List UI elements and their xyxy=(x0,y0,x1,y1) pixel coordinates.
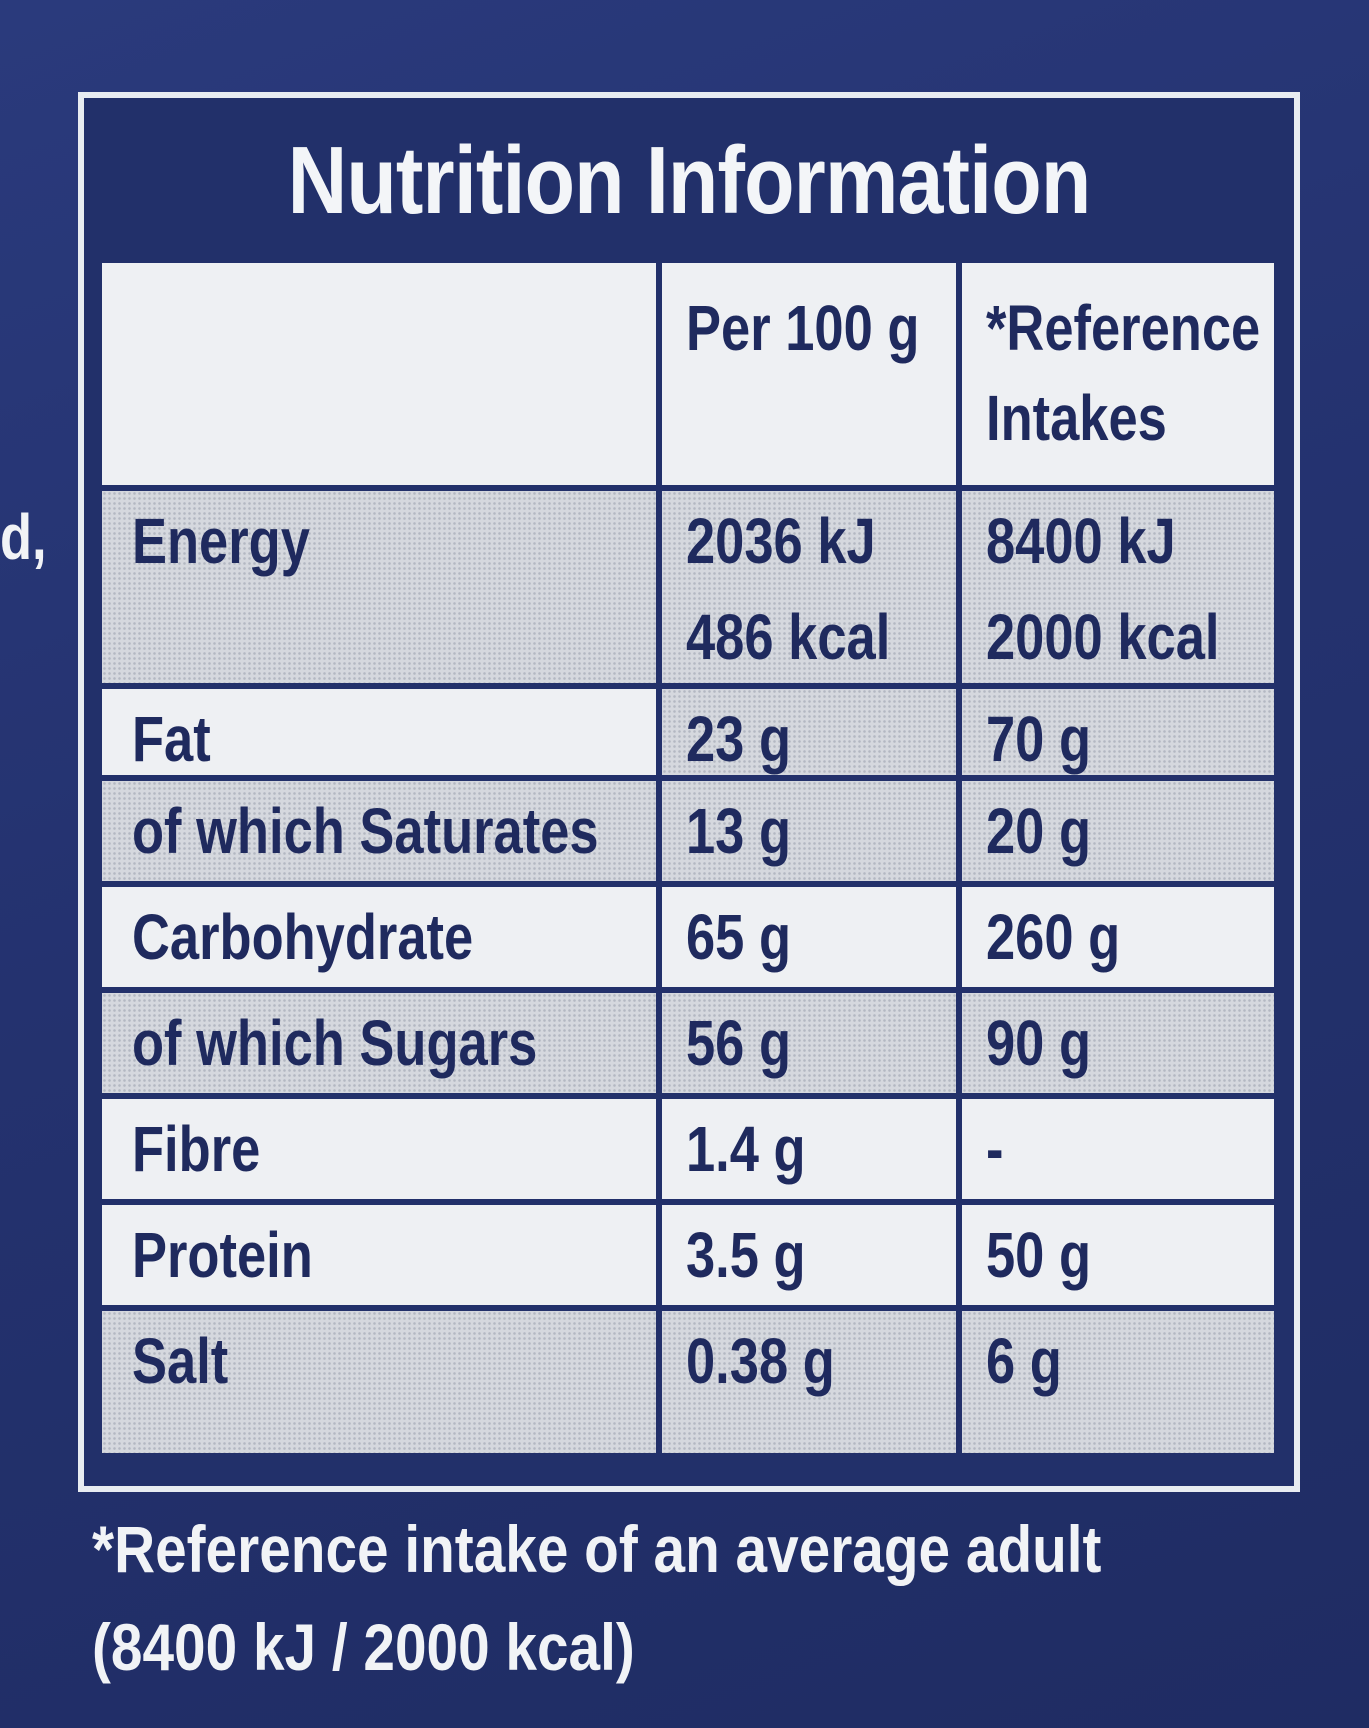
fibre-per100: 1.4 g xyxy=(662,1099,962,1205)
carbohydrate-per100: 65 g xyxy=(662,887,962,993)
sugars-per100: 56 g xyxy=(662,993,962,1099)
salt-per100: 0.38 g xyxy=(662,1311,962,1453)
reference-footnote: *Reference intake of an average adult (8… xyxy=(92,1500,1322,1696)
saturates-per100: 13 g xyxy=(662,781,962,887)
panel-title: Nutrition Information xyxy=(287,127,1092,234)
saturates-reference: 20 g xyxy=(962,781,1274,887)
carbohydrate-reference: 260 g xyxy=(962,887,1274,993)
fibre-reference: - xyxy=(962,1099,1274,1205)
protein-per100: 3.5 g xyxy=(662,1205,962,1311)
row-label-protein: Protein xyxy=(102,1205,662,1311)
energy-per100: 2036 kJ 486 kcal xyxy=(662,491,962,689)
energy-ref-kj: 8400 kJ xyxy=(986,505,1176,577)
row-label-fat: Fat xyxy=(102,689,662,781)
row-label-salt: Salt xyxy=(102,1311,662,1453)
header-per-100g: Per 100 g xyxy=(662,263,962,491)
footnote-line-1: *Reference intake of an average adult xyxy=(92,1512,1102,1586)
header-reference-intakes: *Reference Intakes xyxy=(962,263,1274,491)
row-label-sugars: of which Sugars xyxy=(102,993,662,1099)
energy-per100-kj: 2036 kJ xyxy=(686,505,876,577)
sugars-reference: 90 g xyxy=(962,993,1274,1099)
salt-reference: 6 g xyxy=(962,1311,1274,1453)
adjacent-text-fragment: d, xyxy=(0,501,47,573)
footnote-line-2: (8400 kJ / 2000 kcal) xyxy=(92,1610,635,1684)
energy-per100-kcal: 486 kcal xyxy=(686,601,891,673)
energy-reference: 8400 kJ 2000 kcal xyxy=(962,491,1274,689)
row-label-fibre: Fibre xyxy=(102,1099,662,1205)
row-label-saturates: of which Saturates xyxy=(102,781,662,887)
row-label-carbohydrate: Carbohydrate xyxy=(102,887,662,993)
header-empty-cell xyxy=(102,263,662,491)
protein-reference: 50 g xyxy=(962,1205,1274,1311)
nutrition-table: Per 100 g *Reference Intakes Energy 2036… xyxy=(102,263,1274,1453)
fat-reference: 70 g xyxy=(962,689,1274,781)
energy-ref-kcal: 2000 kcal xyxy=(986,601,1220,673)
nutrition-panel: Nutrition Information Per 100 g *Referen… xyxy=(78,92,1300,1492)
fat-per100: 23 g xyxy=(662,689,962,781)
row-label-energy: Energy xyxy=(102,491,662,689)
